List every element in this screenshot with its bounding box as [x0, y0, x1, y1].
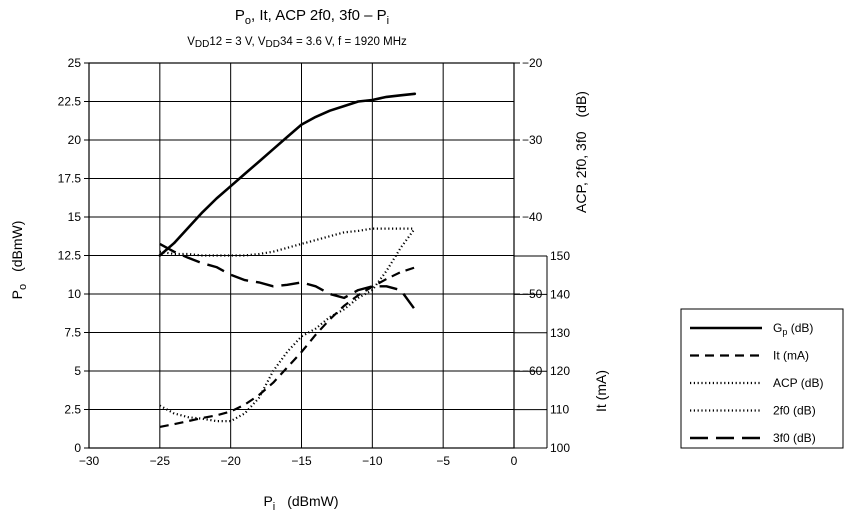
x-tick-label: 0: [511, 454, 518, 468]
legend-box: [680, 308, 844, 449]
legend-label: 3f0 (dB): [773, 431, 816, 445]
chart-subtitle: VDD12 = 3 V, VDD34 = 3.6 V, f = 1920 MHz: [187, 36, 407, 50]
y-tick-label-right-top: −50: [522, 287, 543, 301]
chart-title: Po, It, ACP 2f0, 3f0 – Pi: [235, 7, 389, 27]
x-axis-label: Pi (dBmW): [263, 493, 338, 513]
y-tick-label-right-top: −60: [522, 364, 543, 378]
x-tick-label: −25: [150, 454, 171, 468]
y-tick-label-left: 20: [68, 133, 82, 147]
legend: Gp (dB) It (mA) ACP (dB) 2f0 (dB) 3f0 (dB): [680, 308, 844, 449]
y-tick-label-right-top: −40: [522, 210, 543, 224]
y-tick-label-right-bottom: 130: [550, 326, 570, 340]
y-tick-label-right-top: −30: [522, 133, 543, 147]
series-line-it: [159, 266, 416, 428]
y-tick-label-left: 7.5: [64, 326, 81, 340]
legend-label: It (mA): [773, 349, 809, 363]
series-line-2f0: [159, 227, 415, 257]
legend-label: 2f0 (dB): [773, 404, 816, 418]
tick-labels: −30 −25 −20 −15 −10 −5 002.557.51012.51517.520…: [58, 56, 571, 468]
x-tick-label: −10: [362, 454, 383, 468]
y-tick-label-left: 5: [74, 364, 81, 378]
x-tick-label: −5: [436, 454, 450, 468]
legend-label: ACP (dB): [773, 376, 823, 390]
y-tick-label-right-bottom: 120: [550, 364, 570, 378]
series-layer: [158, 92, 417, 428]
grid-lines: [84, 62, 515, 449]
y-tick-label-right-bottom: 140: [550, 287, 570, 301]
y-tick-label-right-bottom: 110: [550, 403, 569, 417]
y-tick-label-left: 25: [68, 56, 82, 70]
legend-label: Gp (dB): [773, 321, 813, 337]
y-tick-label-left: 0: [74, 441, 81, 455]
x-tick-label: −30: [79, 454, 100, 468]
y-tick-label-right-bottom: 150: [550, 249, 570, 263]
x-tick-label: −20: [220, 454, 241, 468]
x-tick-label: −15: [291, 454, 312, 468]
y-tick-label-left: 10: [68, 287, 82, 301]
series-line-gp: [158, 92, 417, 257]
series-line-3f0: [159, 242, 416, 311]
y-tick-label-left: 2.5: [64, 403, 81, 417]
y-tick-label-left: 17.5: [58, 172, 82, 186]
y-tick-label-right-bottom: 100: [550, 441, 570, 455]
plot-frame: [88, 62, 548, 449]
y-axis-label-right-top: ACP, 2f0, 3f0(dB): [573, 91, 589, 213]
y-tick-label-left: 22.5: [58, 95, 82, 109]
series-line-acp: [159, 227, 416, 423]
y-axis-label-left: Po(dBmW): [9, 221, 29, 300]
y-tick-label-right-top: −20: [522, 56, 543, 70]
y-tick-label-left: 12.5: [58, 249, 82, 263]
y-tick-label-left: 15: [68, 210, 82, 224]
y-axis-label-right-bottom: It (mA): [593, 370, 609, 412]
